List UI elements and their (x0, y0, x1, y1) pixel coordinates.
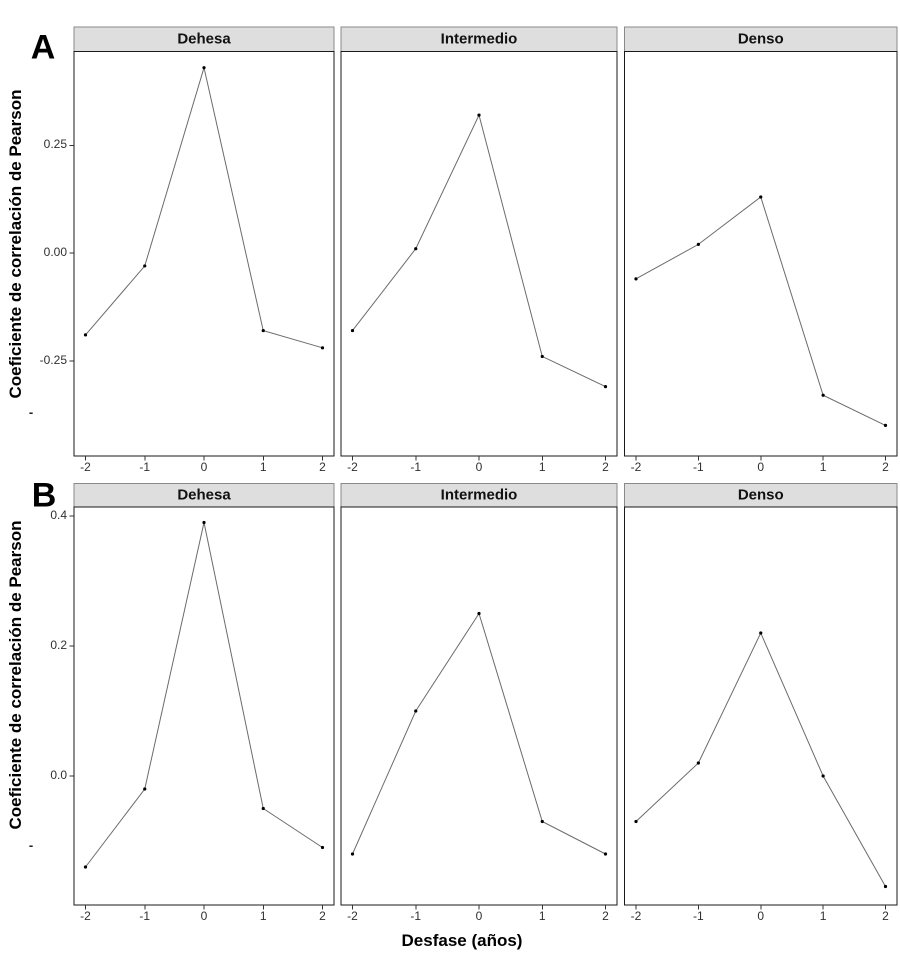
y-tick-label: 0.0 (50, 768, 67, 782)
x-tick-label: 2 (602, 460, 609, 474)
data-point (696, 761, 700, 765)
x-tick-label: -2 (80, 909, 91, 923)
data-point (83, 333, 88, 337)
panel-border (340, 506, 618, 906)
data-point (634, 277, 638, 281)
data-point (350, 328, 355, 333)
data-point (320, 346, 325, 350)
x-tick-label: 2 (319, 460, 326, 474)
x-tick-label: -2 (630, 909, 642, 923)
facet-strip-label-intermedio: Intermedio (440, 30, 518, 48)
panel-letter-b: B (31, 476, 57, 515)
facet-strip-label-denso: Denso (737, 30, 784, 48)
x-tick-label: 1 (538, 460, 546, 474)
x-tick-label: -2 (347, 460, 358, 474)
y-axis-title-b: Coeficiente de correlación de Pearson (6, 520, 25, 830)
data-point (821, 393, 825, 397)
data-point (759, 195, 763, 199)
data-point (414, 709, 418, 713)
x-tick-label: 1 (819, 909, 827, 923)
facet-strip-label-denso: Denso (737, 486, 784, 504)
x-tick-label: -1 (693, 909, 704, 923)
data-point (320, 845, 325, 850)
x-tick-label: 1 (259, 460, 267, 474)
facet-strip-label-dehesa: Dehesa (177, 486, 231, 504)
x-tick-label: 1 (538, 909, 546, 923)
data-point (477, 611, 481, 616)
facet-strip (73, 26, 335, 52)
x-tick-label: -2 (347, 909, 358, 923)
data-point (603, 385, 608, 389)
x-tick-label: 0 (475, 460, 483, 474)
x-tick-label: -1 (410, 909, 422, 923)
data-point (634, 819, 638, 824)
data-point (143, 264, 147, 268)
data-point (540, 354, 544, 359)
x-tick-label: -1 (139, 909, 151, 923)
data-point (261, 328, 265, 333)
x-tick-label: -1 (693, 460, 704, 474)
data-point (759, 631, 763, 635)
clipped-axis-mark: - (28, 404, 34, 420)
x-tick-label: 1 (259, 909, 267, 923)
y-tick-label: 0.2 (50, 638, 67, 652)
x-tick-label: 0 (757, 909, 765, 923)
data-point (414, 247, 418, 251)
x-tick-label: 2 (882, 909, 889, 923)
data-point (883, 884, 888, 889)
y-tick-label: -0.25 (39, 352, 67, 367)
x-tick-label: 0 (200, 460, 208, 474)
facet-strip (624, 26, 898, 52)
panel-border (340, 50, 618, 457)
x-tick-label: 2 (319, 909, 326, 923)
y-tick-label: 0.25 (43, 137, 67, 152)
x-tick-label: 1 (819, 460, 827, 474)
x-tick-label: 2 (602, 909, 609, 923)
panel-letter-a: A (30, 28, 56, 67)
data-point (696, 242, 700, 246)
x-tick-label: -1 (139, 460, 151, 474)
data-point (883, 423, 888, 427)
panel-border (623, 506, 898, 906)
data-point (143, 787, 147, 791)
clipped-axis-mark: - (28, 837, 34, 853)
panel-border (73, 50, 335, 457)
data-point (83, 865, 88, 869)
data-point (821, 774, 825, 778)
data-point (202, 520, 206, 525)
data-point (202, 66, 206, 70)
x-tick-label: 2 (882, 460, 889, 474)
x-tick-label: -2 (630, 460, 642, 474)
y-tick-label: 0.00 (43, 245, 67, 259)
panel-border (623, 50, 898, 457)
data-point (540, 819, 544, 824)
facet-strip-label-intermedio: Intermedio (440, 486, 518, 504)
data-point (477, 113, 481, 117)
data-point (603, 852, 608, 856)
x-axis-title: Desfase (años) (401, 931, 523, 950)
x-tick-label: 0 (757, 460, 765, 474)
x-tick-label: -1 (410, 460, 422, 474)
data-point (350, 852, 355, 856)
data-point (261, 806, 265, 811)
x-tick-label: 0 (475, 909, 483, 923)
y-tick-label: 0.4 (50, 508, 67, 522)
panel-border (73, 506, 335, 906)
facet-strip-label-dehesa: Dehesa (177, 30, 231, 48)
x-tick-label: -2 (80, 460, 91, 474)
x-tick-label: 0 (200, 909, 208, 923)
